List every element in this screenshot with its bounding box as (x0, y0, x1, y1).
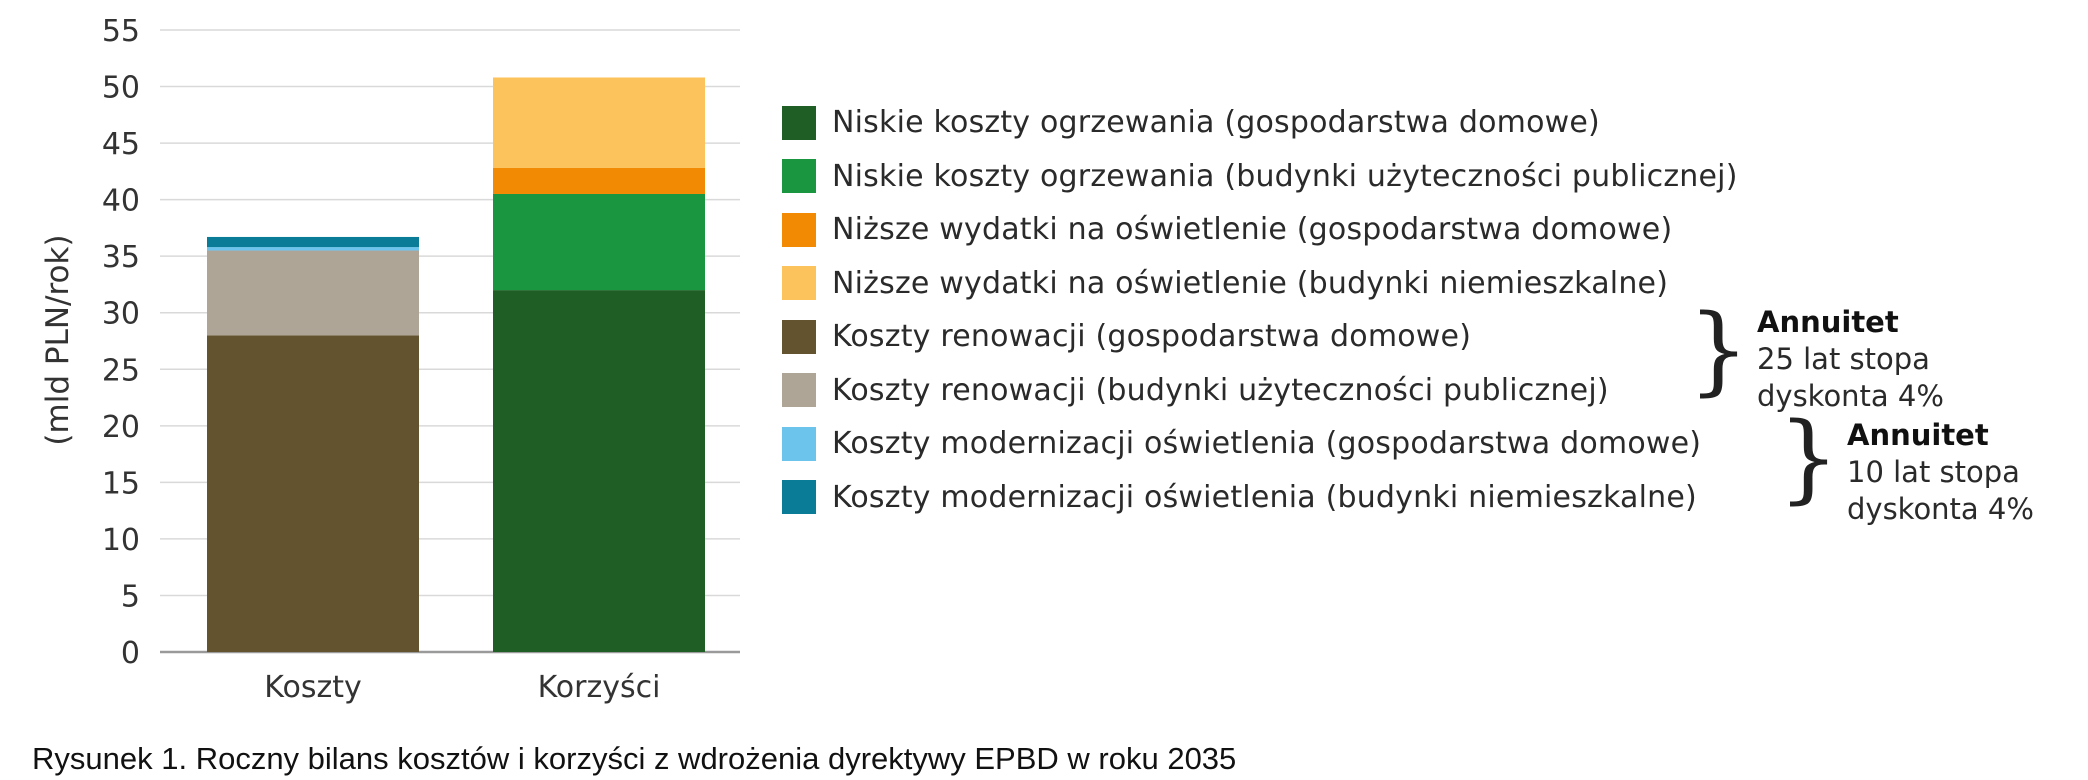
bar-segment (493, 290, 705, 652)
y-axis-label: (mld PLN/rok) (40, 234, 76, 445)
x-tick-label: Koszty (264, 670, 361, 705)
y-tick-label: 5 (121, 579, 140, 614)
annotation-line: dyskonta 4% (1847, 492, 2034, 526)
annotation-line: 10 lat stopa (1847, 455, 2020, 489)
bar-segment (207, 335, 419, 652)
legend-swatch (782, 319, 816, 354)
legend-label: Koszty renowacji (gospodarstwa domowe) (832, 319, 1472, 355)
y-tick-label: 15 (102, 466, 140, 501)
annotation-renovation: Annuitet 25 lat stopa dyskonta 4% (1757, 304, 1944, 415)
legend-swatch (782, 480, 816, 515)
legend-item: Koszty modernizacji oświetlenia (budynki… (782, 471, 1738, 525)
bar-segment (493, 193, 705, 291)
legend-item: Koszty renowacji (budynki użyteczności p… (782, 364, 1738, 418)
legend-swatch (782, 212, 816, 247)
legend-swatch (782, 266, 816, 301)
legend-item: Niższe wydatki na oświetlenie (budynki n… (782, 257, 1738, 311)
y-tick-label: 40 (102, 184, 140, 219)
y-tick-labels: 0 5 10 15 20 25 30 35 40 45 50 55 (102, 14, 140, 671)
legend-item: Niższe wydatki na oświetlenie (gospodars… (782, 203, 1738, 257)
legend-label: Koszty modernizacji oświetlenia (gospoda… (832, 426, 1702, 462)
legend-label: Niskie koszty ogrzewania (budynki użytec… (832, 158, 1738, 194)
legend-label: Koszty renowacji (budynki użyteczności p… (832, 372, 1609, 408)
legend-swatch (782, 159, 816, 194)
bars (207, 77, 705, 652)
legend-item: Koszty modernizacji oświetlenia (gospoda… (782, 417, 1738, 471)
y-tick-label: 50 (102, 71, 140, 106)
annotation-line: 25 lat stopa (1757, 342, 1930, 376)
annotation-title: Annuitet (1757, 305, 1899, 339)
legend-label: Koszty modernizacji oświetlenia (budynki… (832, 479, 1697, 515)
y-tick-label: 10 (102, 523, 140, 558)
bar-segment (207, 250, 419, 336)
brace-lighting: } (1778, 402, 1840, 514)
y-tick-label: 0 (121, 636, 140, 671)
legend-label: Niższe wydatki na oświetlenie (gospodars… (832, 212, 1673, 248)
legend-swatch (782, 373, 816, 408)
y-tick-label: 25 (102, 353, 140, 388)
bar-segment (493, 167, 705, 194)
bar-segment (207, 247, 419, 251)
y-tick-label: 35 (102, 240, 140, 275)
legend-item: Koszty renowacji (gospodarstwa domowe) (782, 310, 1738, 364)
legend-item: Niskie koszty ogrzewania (gospodarstwa d… (782, 96, 1738, 150)
x-tick-labels: Koszty Korzyści (264, 670, 660, 705)
annotation-title: Annuitet (1847, 418, 1989, 452)
y-tick-label: 20 (102, 410, 140, 445)
figure-caption: Rysunek 1. Roczny bilans kosztów i korzy… (32, 741, 1237, 776)
legend-item: Niskie koszty ogrzewania (budynki użytec… (782, 150, 1738, 204)
y-tick-label: 55 (102, 14, 140, 49)
legend-swatch (782, 105, 816, 140)
legend: Niskie koszty ogrzewania (gospodarstwa d… (782, 96, 1738, 524)
y-tick-label: 45 (102, 127, 140, 162)
annotation-lighting: Annuitet 10 lat stopa dyskonta 4% (1847, 417, 2034, 528)
legend-label: Niższe wydatki na oświetlenie (budynki n… (832, 265, 1669, 301)
x-tick-label: Korzyści (538, 670, 661, 705)
y-tick-label: 30 (102, 297, 140, 332)
legend-swatch (782, 426, 816, 461)
legend-label: Niskie koszty ogrzewania (gospodarstwa d… (832, 105, 1600, 141)
chart: 0 5 10 15 20 25 30 35 40 45 50 55 Koszty Korzyści (m… (40, 14, 740, 705)
brace-renovation: } (1688, 294, 1750, 406)
bar-segment (207, 236, 419, 248)
annotation-line: dyskonta 4% (1757, 379, 1944, 413)
bar-segment (493, 77, 705, 168)
